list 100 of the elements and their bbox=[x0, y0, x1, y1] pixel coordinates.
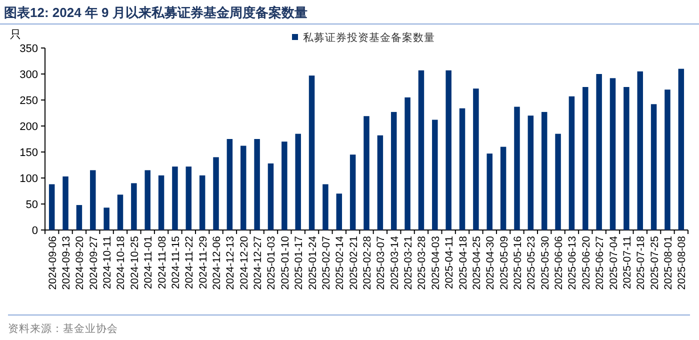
bar bbox=[650, 104, 657, 230]
x-tick-label: 2025-06-27 bbox=[594, 236, 606, 290]
x-tick-label: 2024-10-18 bbox=[115, 236, 128, 290]
bar bbox=[117, 194, 124, 230]
bar bbox=[364, 116, 370, 230]
x-tick-label: 2024-12-27 bbox=[252, 236, 264, 290]
bar bbox=[390, 112, 397, 230]
y-tick-label: 200 bbox=[20, 121, 38, 133]
x-tick-label: 2024-09-20 bbox=[74, 236, 86, 290]
bar bbox=[199, 175, 206, 230]
x-tick-label: 2025-02-14 bbox=[334, 236, 346, 290]
bar bbox=[432, 120, 438, 230]
chart-title: 图表12: 2024 年 9 月以来私募证券基金周度备案数量 bbox=[4, 5, 308, 20]
x-tick-label: 2025-01-17 bbox=[293, 236, 306, 290]
x-tick-label: 2025-04-03 bbox=[430, 236, 442, 290]
bar bbox=[186, 166, 192, 230]
y-tick-label: 350 bbox=[20, 43, 38, 55]
x-tick-label: 2025-05-09 bbox=[498, 236, 510, 290]
bar bbox=[350, 154, 356, 230]
bar bbox=[555, 134, 561, 230]
x-tick-label: 2024-10-25 bbox=[128, 236, 141, 290]
bar bbox=[144, 170, 150, 230]
x-tick-label: 2025-07-18 bbox=[635, 236, 648, 290]
bar bbox=[624, 87, 630, 230]
bar bbox=[459, 108, 466, 230]
bar bbox=[226, 139, 233, 230]
x-tick-label: 2024-09-13 bbox=[60, 236, 73, 290]
x-tick-label: 2025-01-24 bbox=[306, 236, 319, 290]
y-tick-label: 150 bbox=[20, 147, 38, 159]
bar bbox=[418, 70, 424, 230]
x-tick-label: 2025-05-23 bbox=[526, 236, 538, 290]
x-tick-label: 2025-08-01 bbox=[662, 236, 674, 290]
bar bbox=[76, 205, 82, 230]
x-tick-label: 2025-03-07 bbox=[375, 236, 388, 290]
bar bbox=[404, 97, 410, 230]
x-tick-label: 2025-04-18 bbox=[457, 236, 470, 290]
bar bbox=[48, 184, 55, 230]
bar bbox=[637, 71, 643, 230]
y-axis-title: 只 bbox=[10, 29, 21, 41]
y-tick-label: 0 bbox=[32, 225, 38, 237]
bar bbox=[446, 70, 452, 230]
x-tick-label: 2024-12-06 bbox=[211, 236, 224, 290]
x-tick-label: 2024-10-11 bbox=[102, 236, 114, 289]
y-tick-label: 250 bbox=[20, 95, 38, 107]
x-tick-label: 2024-11-15 bbox=[170, 236, 182, 289]
y-tick-label: 100 bbox=[20, 173, 38, 185]
x-tick-label: 2025-02-21 bbox=[348, 236, 360, 290]
bar bbox=[528, 116, 534, 230]
bar bbox=[377, 135, 384, 230]
bar bbox=[104, 208, 110, 230]
bar bbox=[172, 166, 178, 230]
text: 资料来源：基金业协会 bbox=[8, 322, 118, 335]
x-tick-label: 2025-07-11 bbox=[621, 236, 634, 289]
x-tick-label: 2025-06-20 bbox=[580, 236, 592, 290]
bar bbox=[678, 68, 684, 230]
x-tick-label: 2024-09-27 bbox=[88, 236, 100, 290]
bar bbox=[131, 183, 137, 230]
bar bbox=[213, 157, 219, 230]
bar bbox=[610, 78, 616, 230]
x-tick-label: 2024-09-06 bbox=[46, 236, 59, 290]
x-tick-label: 2025-06-06 bbox=[553, 236, 566, 290]
x-tick-label: 2025-04-11 bbox=[444, 236, 456, 289]
x-tick-label: 2025-03-14 bbox=[388, 236, 401, 290]
bar bbox=[473, 88, 479, 230]
bar bbox=[486, 154, 492, 230]
legend-label: 私募证券投资基金备案数量 bbox=[303, 31, 435, 44]
x-tick-label: 2025-03-28 bbox=[416, 236, 428, 290]
x-tick-label: 2025-04-25 bbox=[470, 236, 483, 290]
x-tick-label: 2025-05-30 bbox=[539, 236, 552, 290]
x-tick-label: 2024-12-13 bbox=[224, 236, 237, 290]
x-tick-label: 2025-02-07 bbox=[320, 236, 332, 290]
bar bbox=[254, 139, 260, 230]
bar bbox=[158, 175, 164, 230]
bar bbox=[240, 146, 246, 230]
x-tick-label: 2024-11-22 bbox=[184, 236, 196, 289]
bar bbox=[308, 76, 315, 230]
bar bbox=[268, 163, 274, 230]
bar bbox=[568, 96, 575, 230]
x-tick-label: 2025-02-28 bbox=[362, 236, 374, 290]
x-tick-label: 2025-01-10 bbox=[279, 236, 292, 290]
x-tick-label: 2025-05-16 bbox=[512, 236, 524, 290]
bar bbox=[295, 134, 301, 230]
x-tick-label: 2025-07-25 bbox=[648, 236, 661, 290]
x-tick-label: 2025-01-03 bbox=[266, 236, 278, 290]
bar bbox=[514, 106, 520, 230]
x-tick-label: 2025-06-13 bbox=[566, 236, 579, 290]
bar bbox=[62, 176, 68, 230]
x-tick-label: 2025-04-30 bbox=[484, 236, 497, 290]
bar bbox=[322, 184, 328, 230]
bar bbox=[500, 146, 506, 230]
x-tick-label: 2024-11-29 bbox=[197, 236, 210, 289]
x-tick-label: 2024-12-20 bbox=[238, 236, 250, 290]
bar bbox=[336, 194, 342, 230]
x-tick-label: 2025-08-08 bbox=[676, 236, 688, 290]
bar bbox=[596, 74, 602, 230]
bar bbox=[90, 170, 96, 230]
x-tick-label: 2024-11-08 bbox=[156, 236, 168, 289]
bar bbox=[582, 87, 588, 230]
y-tick-label: 300 bbox=[20, 69, 38, 81]
bar bbox=[664, 90, 670, 230]
